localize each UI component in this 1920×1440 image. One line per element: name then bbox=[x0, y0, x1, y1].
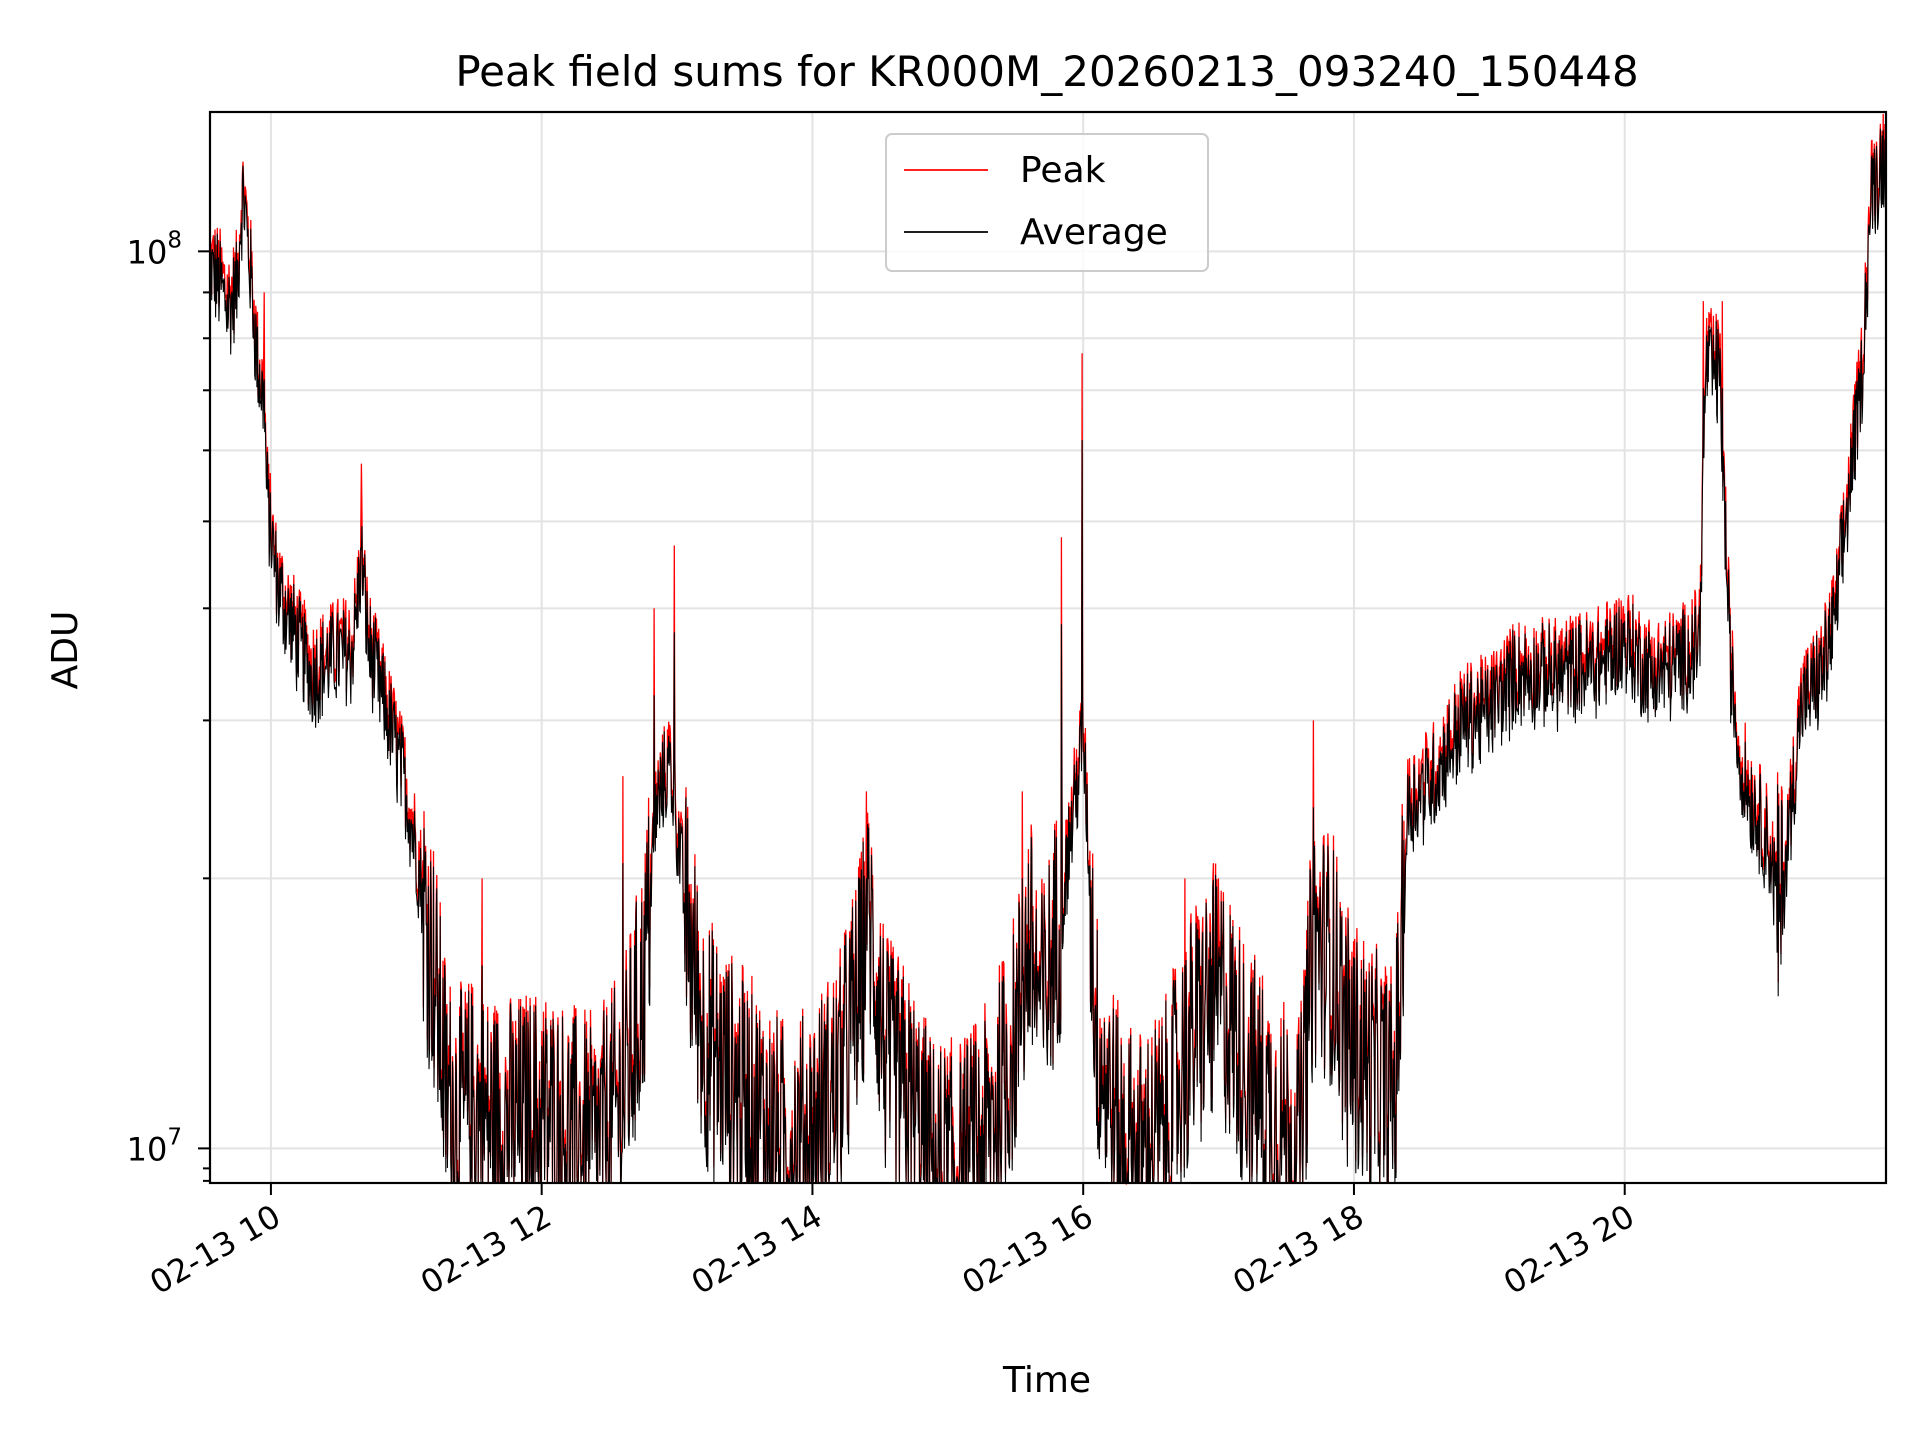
axes-frame bbox=[208, 110, 1888, 1185]
series-line-average bbox=[209, 119, 1887, 1185]
y-tick-label: 107 bbox=[127, 1124, 182, 1168]
legend: Peak Average bbox=[885, 133, 1209, 272]
legend-label-peak: Peak bbox=[1020, 150, 1106, 191]
chart-title: Peak field sums for KR000M_20260213_0932… bbox=[455, 47, 1638, 96]
legend-box bbox=[885, 133, 1209, 272]
y-axis-label: ADU bbox=[45, 611, 86, 690]
grid bbox=[210, 112, 1886, 1183]
y-tick-label: 108 bbox=[127, 227, 182, 271]
plot-area bbox=[209, 111, 1887, 1186]
legend-label-average: Average bbox=[1020, 212, 1168, 253]
y-axis: 107 108 bbox=[127, 227, 210, 1182]
x-axis-label: Time bbox=[1002, 1360, 1091, 1401]
